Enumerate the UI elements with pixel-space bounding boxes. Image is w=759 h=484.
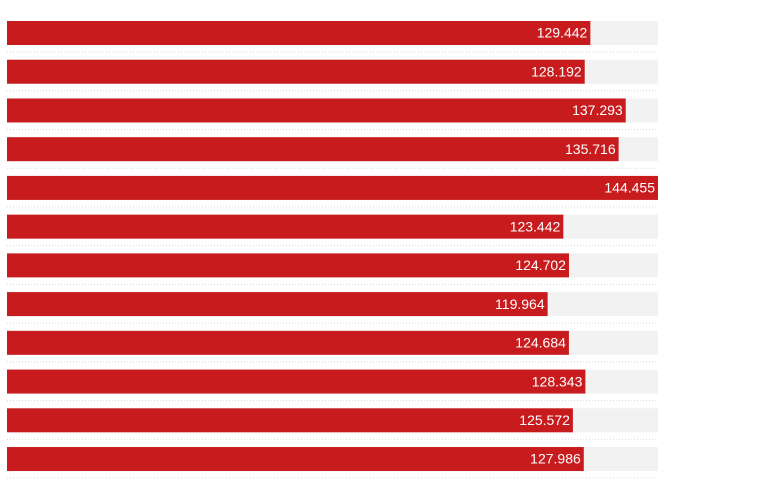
bar — [7, 447, 584, 472]
bar — [7, 137, 619, 162]
bar-value-label: 127.986 — [530, 451, 581, 467]
bar — [7, 369, 586, 394]
bar-value-label: 124.702 — [515, 257, 566, 273]
bar-value-label: 119.964 — [495, 296, 545, 312]
bar — [7, 21, 591, 45]
bar-value-label: 123.442 — [510, 218, 561, 234]
bar-value-label: 144.455 — [604, 180, 655, 196]
bar — [7, 330, 569, 355]
bar-value-label: 125.572 — [519, 412, 570, 428]
bar — [7, 59, 585, 84]
bar-value-label: 137.293 — [572, 102, 623, 118]
bar — [7, 292, 548, 317]
bar-value-label: 129.442 — [537, 25, 588, 41]
bar — [7, 408, 573, 433]
bar-value-label: 128.343 — [532, 373, 583, 389]
bar-value-label: 128.192 — [531, 63, 582, 79]
bar-value-label: 135.716 — [565, 141, 616, 157]
bar — [7, 98, 626, 123]
bar — [7, 214, 564, 239]
bar — [7, 253, 569, 278]
bar — [7, 175, 658, 200]
bar-value-label: 124.684 — [515, 335, 566, 351]
